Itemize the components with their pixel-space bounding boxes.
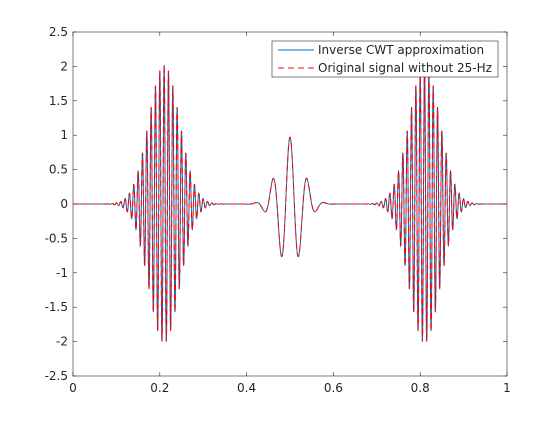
y-tick-label: 2.5 xyxy=(49,25,68,39)
x-tick-label: 0 xyxy=(69,381,77,395)
x-tick-label: 1 xyxy=(503,381,511,395)
legend: Inverse CWT approximation Original signa… xyxy=(271,40,499,78)
y-tick-label: -1 xyxy=(56,266,68,280)
y-tick-label: 0.5 xyxy=(49,163,68,177)
x-tick-label: 0.8 xyxy=(411,381,430,395)
series-line-2 xyxy=(73,64,507,342)
x-tick-label: 0.6 xyxy=(324,381,343,395)
x-tick-label: 0.2 xyxy=(150,381,169,395)
legend-label-series-1: Inverse CWT approximation xyxy=(318,43,484,57)
y-tick-label: -2.5 xyxy=(45,369,68,383)
x-tick-label: 0.4 xyxy=(237,381,256,395)
legend-box xyxy=(271,40,499,78)
y-tick-label: 0 xyxy=(60,197,68,211)
ticks-layer: 0 0.2 0.4 0.6 0.8 1 -2.5 -2 -1.5 -1 -0.5 0 0.5 1 1.5 2 2… xyxy=(45,25,511,395)
y-tick-label: 1 xyxy=(60,128,68,142)
series-layer xyxy=(73,64,507,342)
y-tick-label: -2 xyxy=(56,335,68,349)
y-tick-label: 2 xyxy=(60,59,68,73)
y-tick-label: -0.5 xyxy=(45,231,68,245)
plot-area xyxy=(72,31,508,377)
legend-label-series-2: Original signal without 25-Hz xyxy=(318,61,492,75)
y-tick-label: 1.5 xyxy=(49,94,68,108)
y-tick-label: -1.5 xyxy=(45,300,68,314)
